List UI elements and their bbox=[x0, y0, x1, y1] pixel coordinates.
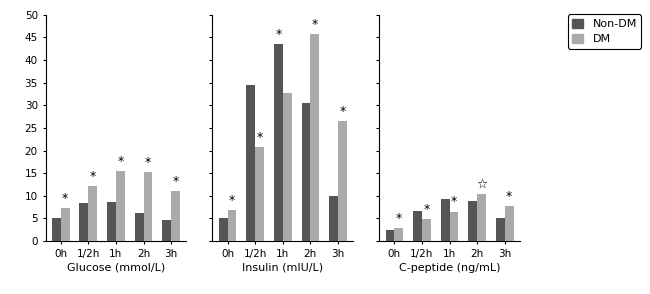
Text: *: * bbox=[423, 203, 430, 216]
Bar bbox=[88, 186, 97, 241]
Bar bbox=[450, 212, 458, 241]
Bar bbox=[395, 228, 403, 241]
Text: *: * bbox=[396, 212, 402, 225]
Bar bbox=[79, 203, 88, 241]
Text: *: * bbox=[145, 156, 151, 169]
Bar bbox=[310, 34, 319, 241]
X-axis label: Insulin (mIU/L): Insulin (mIU/L) bbox=[242, 263, 323, 273]
Bar bbox=[422, 219, 431, 241]
Bar bbox=[413, 211, 422, 241]
Bar bbox=[218, 218, 227, 241]
Text: *: * bbox=[90, 170, 96, 183]
Text: *: * bbox=[117, 155, 124, 168]
Text: ☆: ☆ bbox=[476, 178, 488, 191]
Bar bbox=[496, 218, 505, 241]
Bar bbox=[505, 206, 514, 241]
Bar bbox=[329, 196, 338, 241]
Text: *: * bbox=[62, 192, 68, 205]
Bar bbox=[116, 171, 125, 241]
Bar bbox=[162, 220, 171, 241]
Bar bbox=[338, 121, 347, 241]
Bar bbox=[227, 210, 237, 241]
Text: *: * bbox=[257, 131, 263, 144]
Text: *: * bbox=[172, 175, 179, 188]
Bar bbox=[469, 201, 477, 241]
Bar bbox=[302, 103, 310, 241]
Text: *: * bbox=[311, 18, 318, 31]
X-axis label: C-peptide (ng/mL): C-peptide (ng/mL) bbox=[399, 263, 500, 273]
Text: *: * bbox=[229, 194, 235, 207]
Bar bbox=[144, 172, 152, 241]
Text: *: * bbox=[451, 196, 457, 208]
Text: *: * bbox=[506, 190, 512, 203]
Text: *: * bbox=[339, 105, 346, 118]
Bar bbox=[283, 93, 292, 241]
Bar bbox=[246, 85, 255, 241]
Bar bbox=[52, 218, 60, 241]
Bar bbox=[385, 230, 395, 241]
Bar bbox=[255, 147, 264, 241]
Bar bbox=[274, 44, 283, 241]
Bar bbox=[441, 199, 450, 241]
Text: *: * bbox=[275, 28, 281, 41]
Bar bbox=[477, 194, 486, 241]
Bar bbox=[171, 191, 180, 241]
X-axis label: Glucose (mmol/L): Glucose (mmol/L) bbox=[67, 263, 165, 273]
Bar bbox=[107, 202, 116, 241]
Bar bbox=[135, 213, 144, 241]
Bar bbox=[60, 208, 70, 241]
Legend: Non-DM, DM: Non-DM, DM bbox=[568, 14, 641, 49]
